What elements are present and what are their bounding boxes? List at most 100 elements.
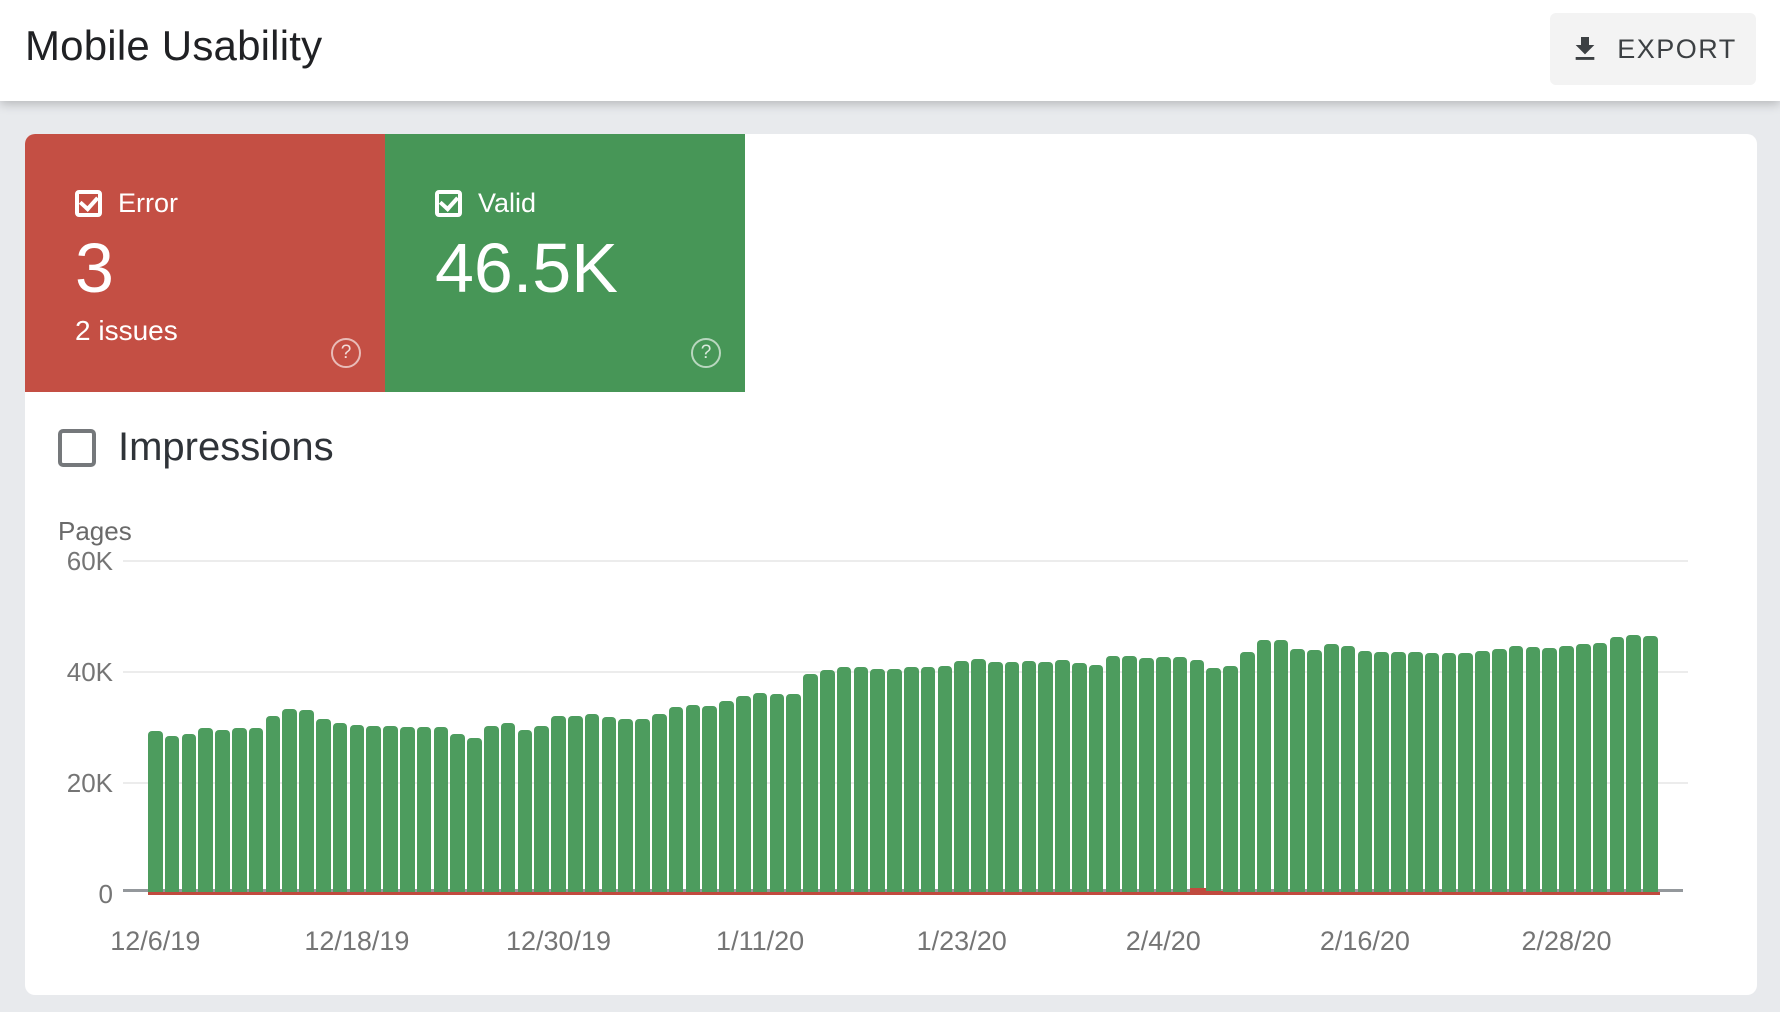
error-ribbon-segment[interactable] <box>1088 892 1106 895</box>
valid-bar[interactable] <box>551 715 566 892</box>
error-ribbon-segment[interactable] <box>1391 892 1408 895</box>
error-ribbon-segment[interactable] <box>500 892 518 895</box>
error-ribbon-segment[interactable] <box>601 892 619 895</box>
error-ribbon-segment[interactable] <box>736 892 753 895</box>
error-ribbon-segment[interactable] <box>937 892 955 895</box>
error-ribbon-segment[interactable] <box>534 892 552 895</box>
error-ribbon-segment[interactable] <box>400 892 417 895</box>
valid-bar[interactable] <box>668 707 684 892</box>
valid-bar[interactable] <box>1240 651 1255 892</box>
valid-bar[interactable] <box>1643 635 1658 892</box>
valid-bar[interactable] <box>1374 652 1389 892</box>
valid-bar[interactable] <box>181 733 197 892</box>
error-ribbon-segment[interactable] <box>164 892 182 895</box>
error-ribbon-segment[interactable] <box>1508 892 1526 895</box>
impressions-toggle[interactable]: Impressions <box>58 425 334 470</box>
valid-bar[interactable] <box>568 715 583 892</box>
impressions-unchecked-checkbox-icon[interactable] <box>58 428 96 467</box>
valid-bar[interactable] <box>232 728 247 892</box>
error-ribbon-segment[interactable] <box>568 892 585 895</box>
error-ribbon-segment[interactable] <box>836 892 854 895</box>
error-ribbon-segment[interactable] <box>1340 892 1358 895</box>
valid-bar[interactable] <box>1004 661 1020 892</box>
error-ribbon-segment[interactable] <box>1189 887 1207 895</box>
error-ribbon-segment[interactable] <box>248 892 266 895</box>
error-ribbon-segment[interactable] <box>1441 892 1459 895</box>
error-ribbon-segment[interactable] <box>887 892 904 895</box>
valid-bar[interactable] <box>652 714 667 892</box>
error-ribbon-segment[interactable] <box>551 892 568 895</box>
error-ribbon-segment[interactable] <box>332 892 350 895</box>
valid-bar[interactable] <box>1492 649 1507 892</box>
error-ribbon-segment[interactable] <box>786 892 804 895</box>
valid-bar[interactable] <box>853 667 869 892</box>
valid-bar[interactable] <box>517 729 533 892</box>
valid-bar[interactable] <box>1122 655 1137 892</box>
error-ribbon-segment[interactable] <box>635 892 652 895</box>
valid-bar[interactable] <box>1408 652 1423 892</box>
valid-bar[interactable] <box>1256 640 1272 892</box>
error-ribbon-segment[interactable] <box>702 892 720 895</box>
error-ribbon-segment[interactable] <box>1004 892 1022 895</box>
error-ribbon-segment[interactable] <box>652 892 669 895</box>
valid-bar[interactable] <box>635 719 650 892</box>
error-ribbon-segment[interactable] <box>1475 892 1492 895</box>
valid-bar[interactable] <box>1072 662 1087 892</box>
error-ribbon-segment[interactable] <box>416 892 434 895</box>
valid-bar[interactable] <box>1576 643 1591 892</box>
error-ribbon-segment[interactable] <box>1492 892 1509 895</box>
error-ribbon-segment[interactable] <box>1626 892 1644 895</box>
error-ribbon-segment[interactable] <box>668 892 686 895</box>
valid-bar[interactable] <box>332 722 348 892</box>
error-ribbon-segment[interactable] <box>1290 892 1308 895</box>
error-ribbon-segment[interactable] <box>450 892 468 895</box>
error-ribbon-segment[interactable] <box>584 892 602 895</box>
error-ribbon-segment[interactable] <box>484 892 501 895</box>
valid-bar[interactable] <box>1139 657 1154 892</box>
valid-bar[interactable] <box>282 709 297 892</box>
error-ribbon-segment[interactable] <box>1256 892 1274 895</box>
valid-bar[interactable] <box>366 726 381 892</box>
error-ribbon-segment[interactable] <box>1172 892 1190 895</box>
error-ribbon-segment[interactable] <box>265 892 283 895</box>
valid-bar[interactable] <box>786 694 801 892</box>
valid-bar[interactable] <box>820 670 835 892</box>
valid-bar[interactable] <box>1273 640 1289 892</box>
valid-bar[interactable] <box>618 719 633 892</box>
valid-summary-card[interactable]: Valid 46.5K ? <box>385 134 745 392</box>
valid-bar[interactable] <box>1391 651 1406 892</box>
valid-bar[interactable] <box>1475 651 1490 892</box>
error-ribbon-segment[interactable] <box>1424 892 1442 895</box>
valid-bar[interactable] <box>752 693 768 892</box>
valid-bar[interactable] <box>534 726 549 892</box>
error-ribbon-segment[interactable] <box>316 892 333 895</box>
valid-bar[interactable] <box>383 726 398 892</box>
valid-bar[interactable] <box>349 725 365 892</box>
valid-bar[interactable] <box>1340 646 1356 892</box>
error-ribbon-segment[interactable] <box>366 892 384 895</box>
error-ribbon-segment[interactable] <box>1055 892 1072 895</box>
error-ribbon-segment[interactable] <box>920 892 938 895</box>
error-ribbon-segment[interactable] <box>1122 892 1140 895</box>
valid-bar[interactable] <box>937 666 953 892</box>
valid-bar[interactable] <box>1038 661 1053 892</box>
valid-bar[interactable] <box>1223 666 1238 892</box>
error-ribbon-segment[interactable] <box>618 892 636 895</box>
error-ribbon-segment[interactable] <box>719 892 736 895</box>
valid-bar[interactable] <box>215 730 230 892</box>
error-ribbon-segment[interactable] <box>752 892 770 895</box>
valid-bar[interactable] <box>1172 656 1188 892</box>
error-ribbon-segment[interactable] <box>383 892 400 895</box>
valid-bar[interactable] <box>299 710 314 892</box>
error-ribbon-segment[interactable] <box>1223 892 1240 895</box>
error-ribbon-segment[interactable] <box>433 892 451 895</box>
valid-bar[interactable] <box>971 658 986 892</box>
valid-bar[interactable] <box>1156 657 1171 892</box>
valid-bar[interactable] <box>1088 664 1104 892</box>
error-ribbon-segment[interactable] <box>1105 892 1123 895</box>
error-ribbon-segment[interactable] <box>820 892 837 895</box>
error-ribbon-segment[interactable] <box>1643 892 1660 895</box>
valid-bar[interactable] <box>1324 644 1339 892</box>
error-ribbon-segment[interactable] <box>1374 892 1392 895</box>
error-ribbon-segment[interactable] <box>1576 892 1593 895</box>
